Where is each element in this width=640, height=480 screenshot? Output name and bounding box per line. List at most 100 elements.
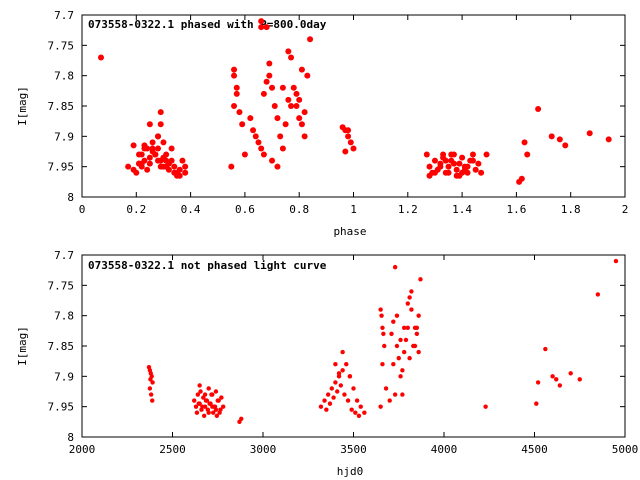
data-point <box>543 346 548 352</box>
data-point <box>557 383 563 388</box>
data-point <box>461 166 468 173</box>
data-point <box>247 115 254 122</box>
data-point <box>301 133 308 140</box>
data-point <box>220 404 226 409</box>
data-point <box>285 96 292 103</box>
data-point <box>401 325 407 330</box>
x-tick-label: 1.2 <box>398 203 418 216</box>
data-point <box>157 121 164 128</box>
y-axis-label-phased: I[mag] <box>16 86 29 126</box>
data-point <box>296 96 303 103</box>
y-tick-label: 7.8 <box>54 70 74 83</box>
data-point <box>211 410 216 415</box>
data-point <box>98 54 105 61</box>
data-point <box>165 166 172 173</box>
y-tick-label: 8 <box>67 431 74 444</box>
data-point <box>391 319 396 324</box>
data-point <box>354 398 360 403</box>
data-point <box>231 72 238 79</box>
y-tick-label: 7.7 <box>54 9 74 22</box>
data-point <box>307 36 314 43</box>
data-point <box>409 307 414 312</box>
data-point <box>358 404 363 409</box>
y-tick-label: 7.95 <box>48 401 75 414</box>
data-point <box>389 331 394 337</box>
data-point <box>380 325 385 330</box>
x-tick-label: 3000 <box>250 443 277 456</box>
data-point <box>141 142 148 149</box>
data-point <box>356 413 362 418</box>
data-point <box>258 145 265 152</box>
data-point <box>157 109 164 116</box>
y-tick-label: 7.95 <box>48 161 75 174</box>
data-point <box>400 392 405 397</box>
data-point <box>266 72 273 79</box>
data-point <box>478 169 485 176</box>
data-point <box>345 398 351 403</box>
data-point <box>416 313 421 318</box>
data-point <box>378 404 383 409</box>
data-point <box>407 355 412 361</box>
data-point <box>392 392 398 397</box>
x-tick-label: 2000 <box>69 443 96 456</box>
data-point <box>353 410 358 415</box>
data-point <box>160 163 167 170</box>
data-point <box>214 413 220 418</box>
data-point <box>157 157 164 164</box>
data-point <box>387 398 392 403</box>
data-point <box>322 398 327 403</box>
y-tick-label: 8 <box>67 191 74 204</box>
data-points-not-phased <box>146 258 619 425</box>
data-point <box>279 145 286 152</box>
x-tick-label: 1.6 <box>506 203 526 216</box>
data-point <box>345 127 352 134</box>
data-point <box>327 401 333 406</box>
data-point <box>340 368 345 373</box>
data-point <box>146 121 153 128</box>
data-point <box>325 392 331 397</box>
data-point <box>338 383 344 388</box>
y-ticks-phased: 7.7 7.75 7.8 7.85 7.9 7.95 8 <box>48 9 625 204</box>
data-point <box>459 154 466 161</box>
x-tick-label: 3500 <box>340 443 367 456</box>
data-point <box>556 136 563 143</box>
data-point <box>160 139 167 146</box>
x-tick-label: 0.4 <box>181 203 201 216</box>
data-point <box>423 151 430 158</box>
data-point <box>213 389 219 394</box>
data-point <box>336 371 342 376</box>
y-tick-label: 7.9 <box>54 370 74 383</box>
data-point <box>550 374 555 379</box>
data-point <box>144 166 151 173</box>
data-point <box>277 133 284 140</box>
data-point <box>577 377 582 382</box>
data-point <box>442 157 449 164</box>
data-point <box>216 398 221 403</box>
data-point <box>133 169 140 176</box>
data-point <box>236 109 243 116</box>
data-point <box>285 48 292 55</box>
data-point <box>380 362 385 367</box>
data-point <box>271 103 278 109</box>
data-point <box>293 90 300 97</box>
data-point <box>347 139 354 146</box>
y-ticks-not-phased: 7.7 7.75 7.8 7.85 7.9 7.95 8 <box>48 249 625 444</box>
data-point <box>412 343 418 349</box>
panel-not-phased: 073558-0322.1 not phased light curve hjd… <box>16 249 638 478</box>
y-tick-label: 7.85 <box>48 340 75 353</box>
data-point <box>521 139 528 146</box>
data-point <box>233 84 240 91</box>
data-point <box>548 133 555 140</box>
data-point <box>201 413 207 418</box>
data-point <box>340 349 345 355</box>
data-point <box>456 160 463 167</box>
data-point <box>200 404 205 409</box>
x-tick-label: 4000 <box>431 443 458 456</box>
data-point <box>362 410 367 415</box>
y-tick-label: 7.9 <box>54 130 74 143</box>
data-point <box>398 374 403 379</box>
data-point <box>535 106 542 113</box>
chart-title-phased: 073558-0322.1 phased with P=800.0day <box>88 18 327 31</box>
data-point <box>168 145 175 152</box>
